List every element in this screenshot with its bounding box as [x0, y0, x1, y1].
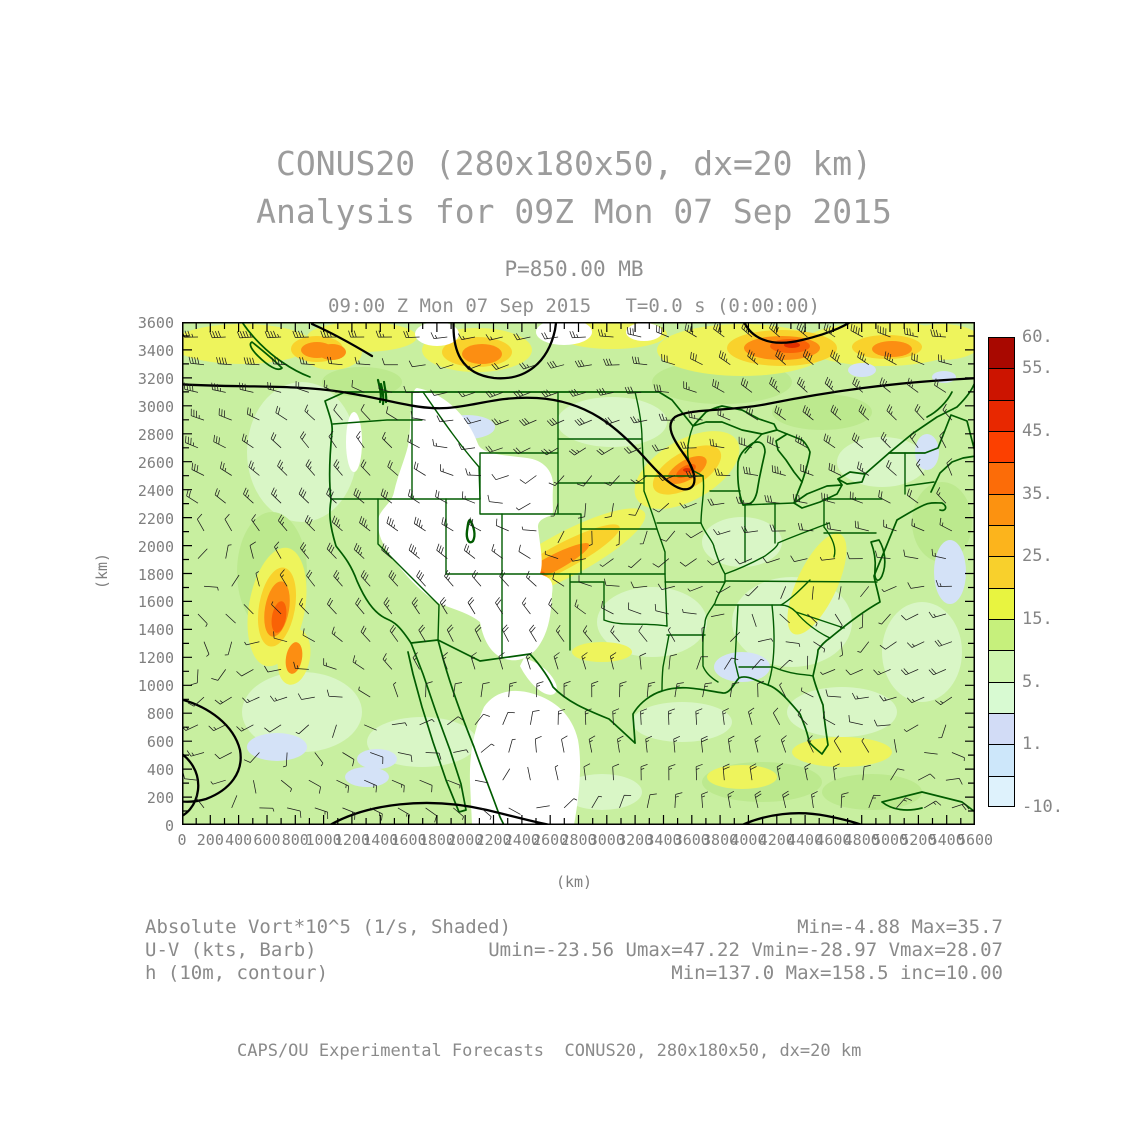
x-axis-tick-label: 4800	[843, 831, 880, 849]
y-axis-tick-label: 2200	[137, 509, 174, 528]
x-axis-tick-label: 1400	[362, 831, 399, 849]
colorbar-box	[988, 462, 1015, 495]
colorbar-tick-label: 60.	[1022, 327, 1053, 347]
y-axis-tick-label: 3400	[137, 341, 174, 360]
x-axis-tick-label: 1800	[418, 831, 455, 849]
wind-barbs	[182, 322, 970, 823]
colorbar-box	[988, 431, 1015, 464]
x-axis-tick-label: 5000	[871, 831, 909, 849]
x-axis-tick-label: 5200	[900, 831, 937, 849]
legend-stats-label: Min=137.0 Max=158.5 inc=10.00	[671, 962, 1003, 984]
x-axis-tick-label: 4200	[758, 831, 795, 849]
legend-stats-label: Umin=-23.56 Umax=47.22 Vmin=-28.97 Vmax=…	[488, 939, 1003, 961]
y-axis-tick-label: 1800	[137, 565, 174, 584]
legend-field-label: U-V (kts, Barb)	[145, 939, 317, 961]
y-axis-unit-label: (km)	[93, 552, 111, 590]
colorbar-tick-label: -10.	[1022, 797, 1063, 817]
x-axis-tick-label: 5600	[956, 831, 994, 849]
colorbar-box	[988, 681, 1015, 714]
field-legend: Absolute Vort*10^5 (1/s, Shaded) Min=-4.8…	[145, 916, 1003, 985]
x-axis-tick-label: 2400	[503, 831, 540, 849]
legend-field-label: Absolute Vort*10^5 (1/s, Shaded)	[145, 916, 512, 938]
x-axis-tick-label: 3000	[588, 831, 625, 849]
colorbar-tick-label: 45.	[1022, 421, 1053, 441]
y-axis-tick-label: 2000	[137, 537, 174, 556]
height-contours	[182, 322, 975, 825]
y-axis-tick-label: 600	[146, 733, 174, 752]
x-axis-tick-label: 2000	[447, 831, 484, 849]
colorbar-box	[988, 744, 1015, 777]
state-interior-lines	[330, 391, 935, 692]
y-axis-tick-label: 2800	[137, 425, 174, 444]
colorbar-box	[988, 713, 1015, 746]
x-axis-tick-label: 1200	[333, 831, 370, 849]
colorbar-tick-label: 5.	[1022, 671, 1043, 692]
colorbar-tick-label: 1.	[1022, 734, 1043, 755]
x-axis-tick-label: 4600	[815, 831, 852, 849]
legend-row: h (10m, contour) Min=137.0 Max=158.5 inc=…	[145, 962, 1003, 985]
y-axis-tick-label: 3200	[137, 369, 174, 388]
colorbar-box	[988, 493, 1015, 526]
x-axis-tick-label: 800	[281, 831, 309, 849]
colorbar-tick-label: 35.	[1022, 483, 1053, 504]
colorbar-tick-label: 55.	[1022, 358, 1053, 379]
colorbar-box	[988, 399, 1015, 432]
y-axis-tick-label: 0	[164, 817, 174, 835]
valid-time-label: 09:00 Z Mon 07 Sep 2015 T=0.0 s (0:00:00…	[328, 295, 820, 317]
y-axis-tick-label: 1600	[137, 593, 174, 612]
x-axis-tick-label: 4000	[730, 831, 767, 849]
x-axis-tick-label: 2600	[532, 831, 569, 849]
colorbar-tick-label: 25.	[1022, 546, 1053, 567]
y-axis-tick-label: 1400	[137, 621, 174, 640]
map-plot	[182, 322, 975, 825]
legend-field-label: h (10m, contour)	[145, 962, 329, 984]
colorbar-box	[988, 556, 1015, 589]
x-axis-tick-label: 3800	[702, 831, 739, 849]
colorbar-box	[988, 368, 1015, 401]
x-axis-tick-label: 3600	[673, 831, 710, 849]
x-axis-tick-label: 2200	[475, 831, 512, 849]
y-axis-tick-label: 3600	[137, 314, 174, 332]
plot-title-line2: Analysis for 09Z Mon 07 Sep 2015	[256, 192, 892, 231]
footer-credit: CAPS/OU Experimental Forecasts CONUS20, …	[237, 1041, 862, 1061]
legend-row: U-V (kts, Barb) Umin=-23.56 Umax=47.22 Vm…	[145, 939, 1003, 962]
y-axis-tick-label: 800	[146, 705, 174, 724]
x-axis-tick-label: 4400	[787, 831, 824, 849]
y-axis-tick-label: 400	[146, 761, 174, 780]
y-axis-tick-label: 200	[146, 789, 174, 808]
y-axis-tick-label: 2400	[137, 481, 174, 500]
x-axis-tick-label: 5400	[928, 831, 965, 849]
x-axis-tick-label: 200	[196, 831, 224, 849]
colorbar-box	[988, 650, 1015, 683]
y-axis-tick-label: 2600	[137, 453, 174, 472]
y-axis-tick-label: 1000	[137, 677, 174, 696]
x-axis-tick-label: 0	[177, 831, 187, 849]
x-axis-tick-label: 2800	[560, 831, 597, 849]
colorbar-box	[988, 525, 1015, 558]
plot-title-line1: CONUS20 (280x180x50, dx=20 km)	[275, 144, 873, 183]
axis-tick-marks	[182, 322, 975, 825]
colorbar-box	[988, 619, 1015, 652]
terrain-mask-white	[346, 322, 662, 825]
x-axis-tick-label: 1000	[305, 831, 342, 849]
colorbar-box	[988, 337, 1015, 370]
x-axis-tick-label: 600	[253, 831, 281, 849]
legend-stats-label: Min=-4.88 Max=35.7	[797, 916, 1003, 938]
colorbar-tick-label: 15.	[1022, 609, 1053, 629]
colorbar-box	[988, 775, 1015, 807]
x-axis-tick-label: 400	[225, 831, 253, 849]
y-axis-tick-label: 3000	[137, 397, 174, 416]
x-axis-tick-label: 3400	[645, 831, 682, 849]
x-axis-unit-label: (km)	[555, 873, 593, 891]
pressure-level-label: P=850.00 MB	[504, 257, 644, 281]
y-axis-tick-label: 1200	[137, 649, 174, 668]
x-axis-tick-label: 3200	[617, 831, 654, 849]
colorbar-box	[988, 587, 1015, 620]
colorbar	[988, 337, 1015, 807]
legend-row: Absolute Vort*10^5 (1/s, Shaded) Min=-4.8…	[145, 916, 1003, 939]
plot-frame	[182, 322, 975, 825]
x-axis-tick-label: 1600	[390, 831, 427, 849]
